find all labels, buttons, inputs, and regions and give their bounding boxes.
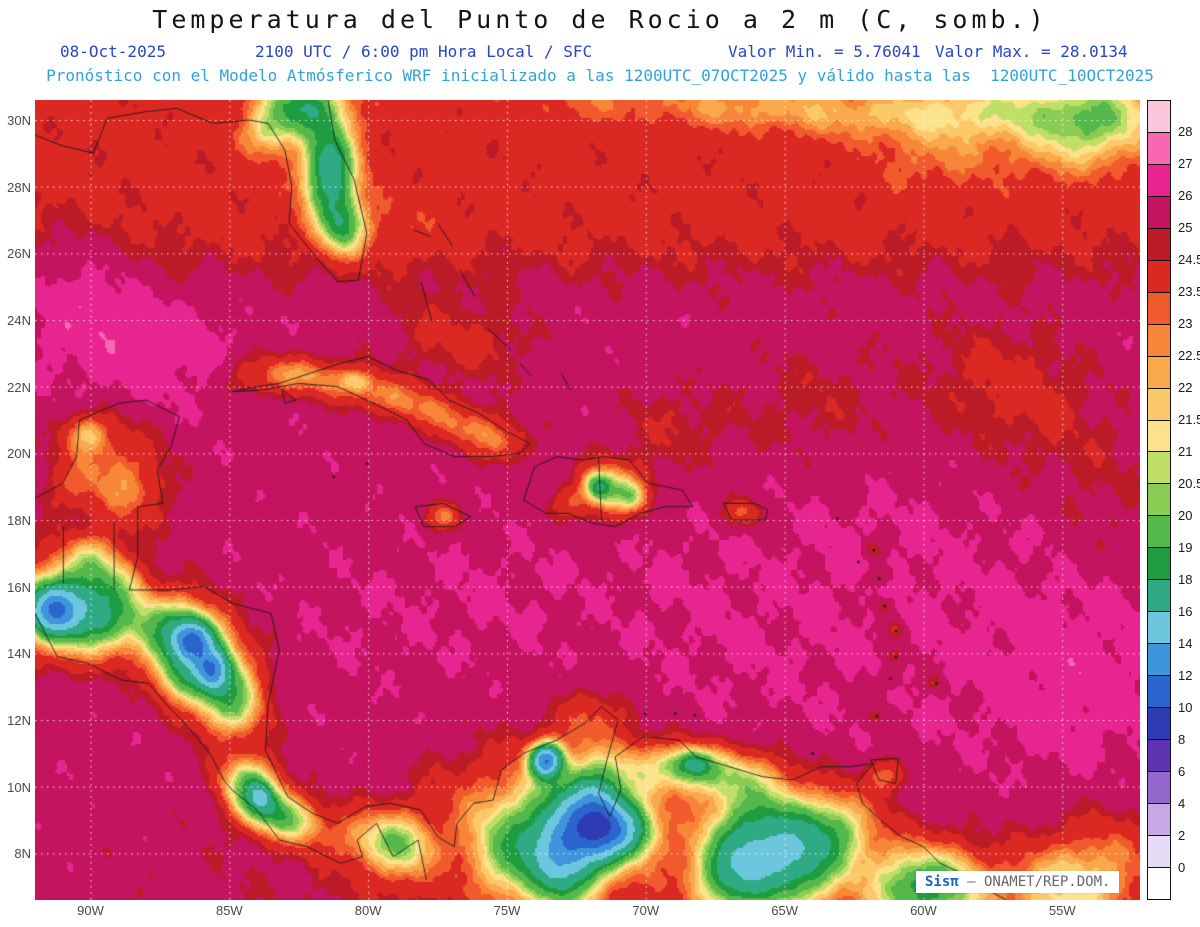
x-axis-label: 90W [77,903,104,918]
colorbar-segment [1148,676,1170,709]
y-axis-label: 28N [7,179,31,195]
colorbar-label: 28 [1178,124,1193,139]
colorbar-segment [1148,356,1170,389]
colorbar-segment [1148,132,1170,165]
y-axis-label: 12N [7,713,31,728]
colorbar-label: 22 [1178,380,1193,395]
colorbar-label: 4 [1178,796,1186,811]
colorbar-segment [1148,388,1170,421]
watermark-text: – ONAMET/REP.DOM. [958,874,1111,890]
colorbar-label: 10 [1178,700,1193,715]
colorbar-label: 16 [1178,604,1193,619]
colorbar-label: 20.5 [1178,476,1200,491]
colorbar-label: 25 [1178,220,1193,235]
colorbar-label: 8 [1178,732,1186,747]
colorbar-label: 19 [1178,540,1193,555]
colorbar-segment [1148,803,1170,836]
colorbar-segment [1148,228,1170,261]
colorbar-segment [1148,196,1170,229]
x-axis-label: 75W [493,903,521,918]
colorbar-segment [1148,452,1170,485]
colorbar-segment [1148,612,1170,645]
x-axis-label: 60W [910,903,937,918]
colorbar-label: 21 [1178,444,1193,459]
colorbar-label: 6 [1178,764,1186,779]
value-max: Valor Max. = 28.0134 [935,42,1128,61]
colorbar-label: 26 [1178,188,1193,203]
colorbar-label: 0 [1178,860,1186,875]
y-axis-label: 30N [7,113,31,128]
watermark: Sisπ – ONAMET/REP.DOM. [916,871,1120,893]
colorbar-label: 22.5 [1178,348,1200,363]
colorbar-segment [1148,324,1170,357]
colorbar-label: 18 [1178,572,1193,587]
y-axis-label: 10N [7,779,31,795]
colorbar-segment [1148,772,1170,804]
dewpoint-map-canvas [35,100,1140,900]
colorbar-label: 23 [1178,316,1193,331]
watermark-brand: Sisπ [925,874,959,890]
y-axis-label: 24N [7,313,31,328]
x-axis-label: 55W [1048,903,1076,918]
valid-date: 08-Oct-2025 [60,42,166,61]
colorbar-segment [1148,292,1170,325]
y-axis-label: 16N [7,579,31,595]
colorbar-segment [1148,740,1170,773]
model-info-line: Pronóstico con el Modelo Atmósferico WRF… [46,66,1154,85]
colorbar-segment [1148,644,1170,677]
colorbar-label: 21.5 [1178,412,1200,427]
colorbar-label: 12 [1178,668,1193,683]
colorbar-label: 24.5 [1178,252,1200,267]
y-axis-label: 26N [7,246,31,262]
colorbar-label: 2 [1178,828,1186,843]
colorbar-label: 27 [1178,156,1193,171]
colorbar-segment [1148,164,1170,197]
colorbar-segment [1148,548,1170,581]
y-axis-label: 20N [7,446,31,462]
valid-time: 2100 UTC / 6:00 pm Hora Local / SFC [255,42,593,61]
colorbar-segment [1148,484,1170,517]
y-axis-label: 22N [7,379,31,395]
colorbar [1147,100,1171,900]
colorbar-label: 14 [1178,636,1193,651]
x-axis-label: 70W [632,903,660,918]
x-axis-label: 80W [354,903,382,918]
colorbar-segment [1148,420,1170,453]
x-axis-label: 65W [771,903,798,918]
value-min: Valor Min. = 5.76041 [728,42,921,61]
chart-title: Temperatura del Punto de Rocio a 2 m (C,… [152,5,1048,34]
colorbar-segment [1148,260,1170,293]
colorbar-segment [1148,867,1170,899]
x-axis-label: 85W [215,903,243,918]
colorbar-label: 23.5 [1178,284,1200,299]
colorbar-segment [1148,835,1170,868]
colorbar-segment [1148,580,1170,613]
colorbar-segment [1148,708,1170,741]
colorbar-label: 20 [1178,508,1193,523]
y-axis-label: 14N [7,646,31,662]
colorbar-segment [1148,516,1170,549]
colorbar-segment [1148,101,1170,133]
y-axis-label: 18N [7,513,31,528]
y-axis-label: 8N [14,846,31,862]
